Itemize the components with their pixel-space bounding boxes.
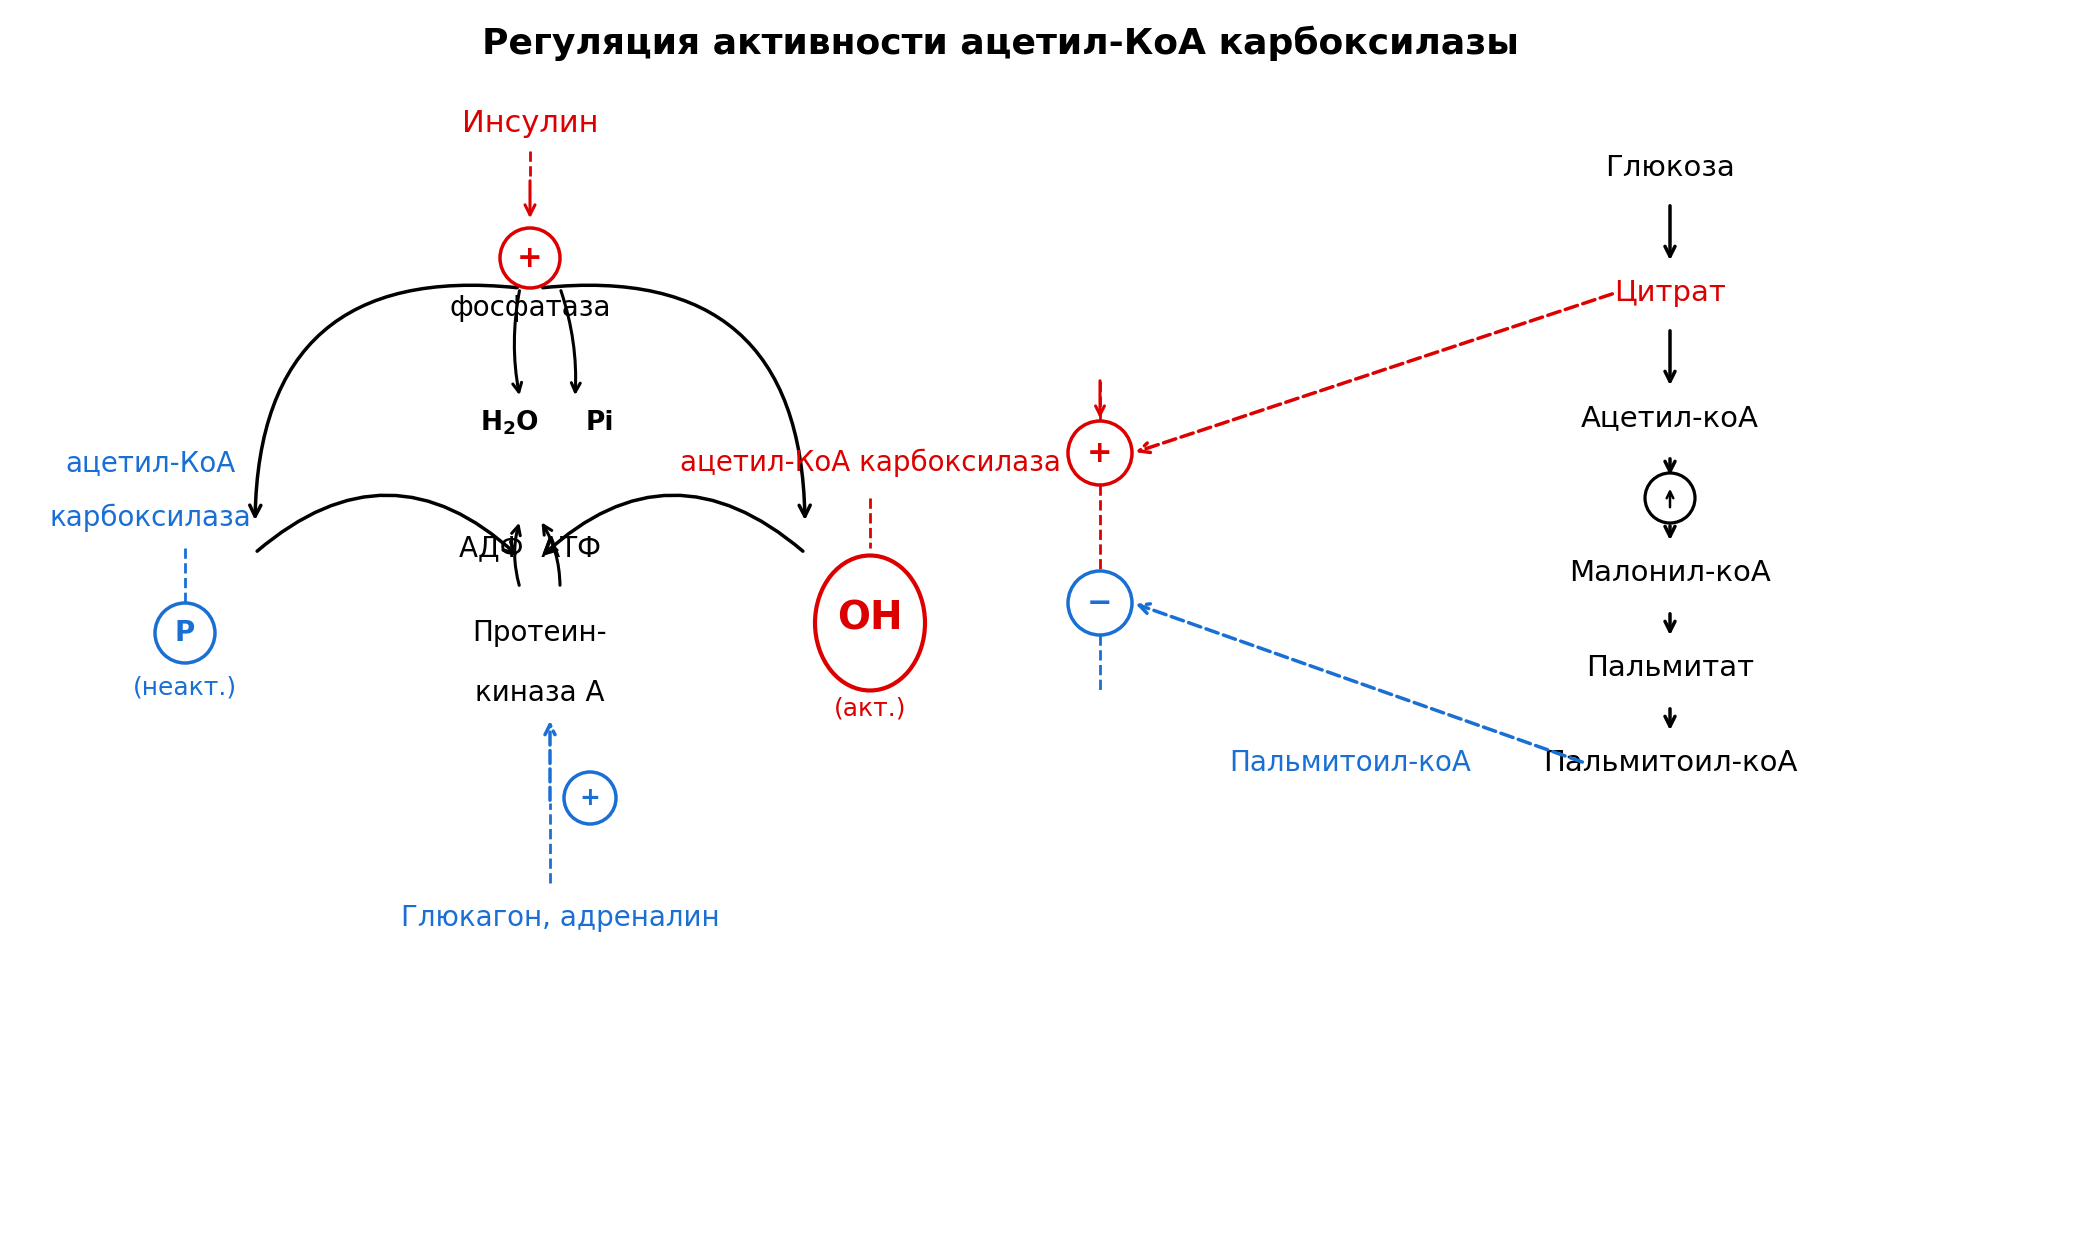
Text: +: +	[579, 786, 600, 809]
Text: Инсулин: Инсулин	[461, 109, 598, 138]
Text: Малонил-коА: Малонил-коА	[1569, 559, 1770, 586]
Text: ацетил-КоА: ацетил-КоА	[65, 449, 235, 477]
Text: −: −	[1086, 589, 1114, 618]
Text: (акт.): (акт.)	[835, 695, 906, 720]
Text: Pi: Pi	[585, 410, 614, 436]
Text: (неакт.): (неакт.)	[132, 677, 237, 700]
Text: АДФ  АТФ: АДФ АТФ	[459, 534, 602, 563]
Text: карбоксилаза: карбоксилаза	[48, 504, 252, 533]
Text: $\mathbf{H_2O}$: $\mathbf{H_2O}$	[480, 408, 539, 437]
Text: Пальмитоил-коА: Пальмитоил-коА	[1229, 749, 1470, 777]
Text: Пальмитоил-коА: Пальмитоил-коА	[1543, 749, 1797, 777]
Text: OH: OH	[837, 599, 904, 637]
Text: Регуляция активности ацетил-КоА карбоксилазы: Регуляция активности ацетил-КоА карбокси…	[482, 25, 1518, 60]
Text: киназа А: киназа А	[476, 679, 604, 707]
Text: ацетил-КоА карбоксилаза: ацетил-КоА карбоксилаза	[679, 449, 1061, 477]
Text: Ацетил-коА: Ацетил-коА	[1581, 403, 1759, 432]
Text: Протеин-: Протеин-	[472, 619, 608, 647]
Text: +: +	[1086, 439, 1114, 467]
Text: +: +	[518, 243, 543, 272]
Text: фосфатаза: фосфатаза	[449, 294, 610, 322]
Text: P: P	[174, 619, 195, 647]
Text: Цитрат: Цитрат	[1615, 279, 1726, 307]
Text: Пальмитат: Пальмитат	[1585, 654, 1753, 682]
Text: Глюкоза: Глюкоза	[1604, 154, 1734, 182]
Text: Глюкагон, адреналин: Глюкагон, адреналин	[401, 903, 719, 932]
